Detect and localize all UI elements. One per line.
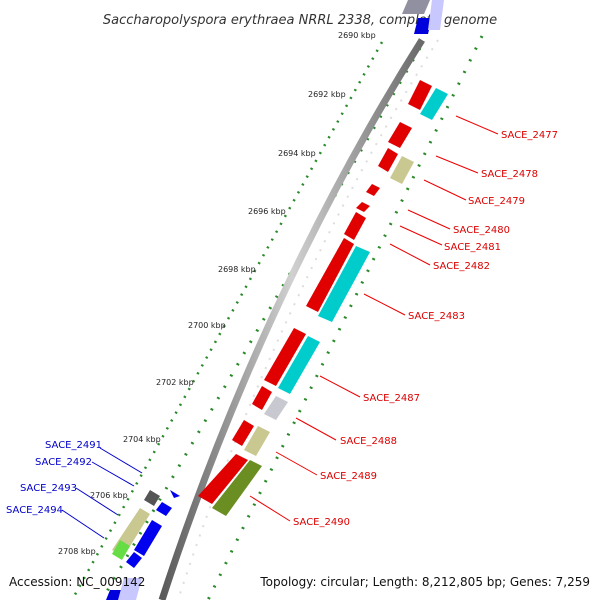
- gene-label[interactable]: SACE_2493: [20, 483, 77, 494]
- gene-feature[interactable]: [112, 540, 130, 560]
- gene-feature[interactable]: [134, 520, 162, 556]
- gene-feature[interactable]: [252, 386, 272, 410]
- genome-backbone: [158, 38, 439, 600]
- kbp-label: 2694 kbp: [278, 149, 316, 158]
- gene-label[interactable]: SACE_2490: [293, 517, 350, 528]
- gene-label[interactable]: SACE_2482: [433, 261, 490, 272]
- gene-feature[interactable]: [420, 88, 448, 120]
- gene-feature[interactable]: [232, 420, 254, 446]
- gene-feature[interactable]: [126, 552, 142, 568]
- scale-track-inner-right: [206, 35, 484, 600]
- gene-feature[interactable]: [318, 246, 370, 322]
- gene-feature[interactable]: [378, 148, 398, 172]
- kbp-labels: 2690 kbp 2692 kbp 2694 kbp 2696 kbp 2698…: [58, 31, 376, 556]
- kbp-label: 2702 kbp: [156, 378, 194, 387]
- gene-label[interactable]: SACE_2478: [481, 169, 538, 180]
- kbp-label: 2706 kbp: [90, 491, 128, 500]
- leader-lines: [61, 115, 499, 539]
- gene-label[interactable]: SACE_2480: [453, 225, 510, 236]
- gene-feature[interactable]: [428, 0, 444, 30]
- gene-feature[interactable]: [264, 328, 306, 386]
- kbp-label: 2708 kbp: [58, 547, 96, 556]
- gene-feature[interactable]: [388, 122, 412, 148]
- kbp-label: 2690 kbp: [338, 31, 376, 40]
- gene-feature[interactable]: [408, 80, 432, 110]
- gene-label[interactable]: SACE_2494: [6, 505, 63, 516]
- gene-feature[interactable]: [402, 0, 430, 14]
- kbp-label: 2698 kbp: [218, 265, 256, 274]
- gene-feature[interactable]: [344, 212, 366, 240]
- gene-label[interactable]: SACE_2481: [444, 242, 501, 253]
- gene-label[interactable]: SACE_2479: [468, 196, 525, 207]
- gene-feature[interactable]: [390, 156, 414, 184]
- gene-labels-forward: SACE_2477 SACE_2478 SACE_2479 SACE_2480 …: [293, 130, 558, 528]
- gene-feature[interactable]: [264, 396, 288, 420]
- gene-feature[interactable]: [212, 460, 262, 516]
- gene-label[interactable]: SACE_2489: [320, 471, 377, 482]
- kbp-label: 2692 kbp: [308, 90, 346, 99]
- gene-features: [106, 0, 448, 600]
- scale-track-inner-left: [100, 47, 422, 600]
- gene-labels-reverse: SACE_2491 SACE_2492 SACE_2493 SACE_2494: [6, 440, 102, 516]
- gene-feature[interactable]: [356, 202, 370, 212]
- gene-label[interactable]: SACE_2488: [340, 436, 397, 447]
- gene-feature[interactable]: [156, 502, 172, 516]
- gene-label[interactable]: SACE_2492: [35, 457, 92, 468]
- accession-text: Accession: NC_009142: [9, 575, 145, 589]
- scale-track-outer: [70, 41, 384, 600]
- kbp-label: 2696 kbp: [248, 207, 286, 216]
- gene-feature[interactable]: [144, 490, 160, 506]
- kbp-label: 2704 kbp: [123, 435, 161, 444]
- map-title: Saccharopolyspora erythraea NRRL 2338, c…: [103, 13, 497, 28]
- kbp-label: 2700 kbp: [188, 321, 226, 330]
- gene-feature[interactable]: [278, 336, 320, 394]
- gene-label[interactable]: SACE_2477: [501, 130, 558, 141]
- topology-text: Topology: circular; Length: 8,212,805 bp…: [259, 575, 590, 589]
- gene-feature[interactable]: [170, 490, 180, 498]
- gene-label[interactable]: SACE_2487: [363, 393, 420, 404]
- gene-feature[interactable]: [366, 184, 380, 196]
- gene-feature[interactable]: [198, 454, 248, 504]
- gene-feature[interactable]: [118, 578, 142, 600]
- gene-feature[interactable]: [306, 238, 354, 312]
- gene-feature[interactable]: [414, 18, 432, 34]
- gene-label[interactable]: SACE_2491: [45, 440, 102, 451]
- gene-label[interactable]: SACE_2483: [408, 311, 465, 322]
- gene-feature[interactable]: [244, 426, 270, 456]
